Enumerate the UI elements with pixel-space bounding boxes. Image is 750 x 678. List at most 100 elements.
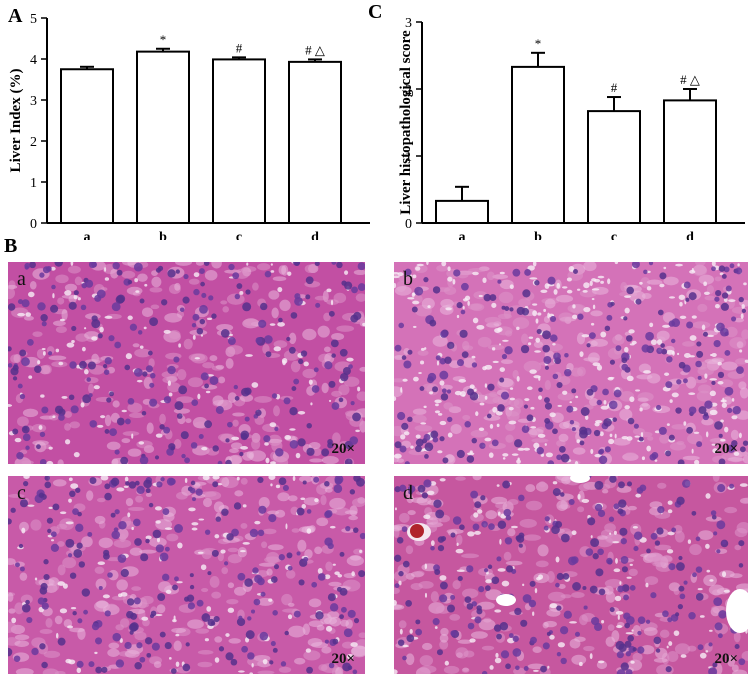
nucleus	[587, 517, 596, 526]
vacuole	[549, 634, 555, 640]
cytoplasm	[129, 608, 146, 614]
vacuole	[491, 302, 497, 308]
nucleus	[621, 566, 628, 573]
cytoplasm	[483, 414, 501, 421]
nucleus	[39, 458, 47, 464]
vacuole	[394, 275, 400, 279]
vacuole	[289, 428, 296, 431]
nucleus	[397, 639, 405, 646]
vacuole	[73, 451, 80, 458]
vacuole	[456, 569, 465, 573]
nucleus	[333, 484, 343, 493]
nucleus	[259, 631, 269, 641]
nucleus	[738, 296, 744, 303]
vacuole	[394, 271, 400, 275]
vacuole	[635, 493, 642, 498]
nucleus	[109, 428, 118, 437]
cytoplasm	[240, 477, 248, 485]
vacuole	[334, 571, 340, 576]
vacuole	[626, 576, 632, 579]
cytoplasm	[742, 455, 748, 464]
nucleus	[212, 481, 219, 488]
vacuole	[667, 531, 675, 536]
nucleus	[715, 289, 722, 297]
cytoplasm	[15, 668, 34, 674]
vacuole	[532, 611, 535, 616]
vacuole	[214, 657, 220, 663]
cytoplasm	[134, 348, 152, 358]
vacuole	[739, 483, 748, 487]
cytoplasm	[355, 293, 365, 302]
cytoplasm	[195, 628, 210, 634]
nucleus	[260, 591, 266, 597]
vacuole	[135, 290, 140, 293]
cytoplasm	[19, 572, 28, 581]
cytoplasm	[462, 414, 471, 421]
micrograph-letter: a	[17, 268, 26, 290]
nucleus	[134, 480, 140, 486]
cytoplasm	[8, 287, 16, 300]
significance-marker: #	[236, 40, 243, 55]
nucleus	[41, 406, 49, 414]
nucleus	[89, 477, 97, 485]
cytoplasm	[201, 549, 213, 560]
nucleus	[201, 613, 211, 622]
nucleus	[239, 451, 244, 457]
cytoplasm	[201, 384, 218, 390]
nucleus	[505, 663, 511, 670]
nucleus	[503, 508, 512, 517]
vacuole	[717, 361, 722, 366]
nucleus	[271, 393, 278, 399]
cytoplasm	[704, 295, 716, 301]
vacuole	[532, 310, 538, 317]
nucleus	[560, 533, 570, 543]
nucleus	[191, 399, 199, 407]
vacuole	[523, 447, 530, 451]
nucleus	[313, 476, 320, 483]
nucleus	[12, 428, 19, 435]
nucleus	[255, 409, 262, 416]
cytoplasm	[627, 505, 637, 511]
vacuole	[629, 343, 635, 346]
nucleus	[204, 420, 213, 429]
vacuole	[508, 420, 517, 425]
vacuole	[177, 542, 183, 549]
nucleus	[115, 659, 125, 668]
nucleus	[698, 406, 707, 415]
cytoplasm	[273, 405, 280, 417]
nucleus	[521, 425, 530, 434]
vacuole	[667, 509, 673, 514]
nucleus	[289, 440, 299, 449]
cytoplasm	[481, 393, 500, 404]
vacuole	[609, 433, 613, 438]
vacuole	[104, 277, 110, 281]
vacuole	[535, 318, 539, 324]
nucleus	[656, 347, 663, 355]
vacuole	[350, 642, 358, 648]
nucleus	[683, 281, 691, 289]
nucleus	[291, 386, 297, 391]
vacuole	[175, 661, 180, 667]
cytoplasm	[449, 614, 461, 621]
nucleus	[594, 480, 604, 490]
nucleus	[103, 369, 110, 375]
vacuole	[743, 282, 747, 286]
cytoplasm	[613, 437, 631, 446]
vacuole	[540, 289, 548, 293]
nucleus	[612, 417, 618, 422]
nucleus	[502, 480, 511, 489]
cytoplasm	[346, 555, 364, 567]
nucleus	[398, 322, 405, 329]
vacuole	[426, 262, 429, 266]
nucleus	[563, 610, 572, 619]
vacuole	[297, 411, 306, 415]
vacuole	[614, 595, 622, 602]
vacuole	[193, 272, 200, 278]
bar	[136, 50, 190, 225]
vacuole	[533, 442, 540, 449]
nucleus	[139, 455, 149, 464]
cytoplasm	[119, 618, 130, 628]
vacuole	[543, 308, 547, 313]
cytoplasm	[55, 326, 67, 333]
cytoplasm	[487, 344, 505, 350]
